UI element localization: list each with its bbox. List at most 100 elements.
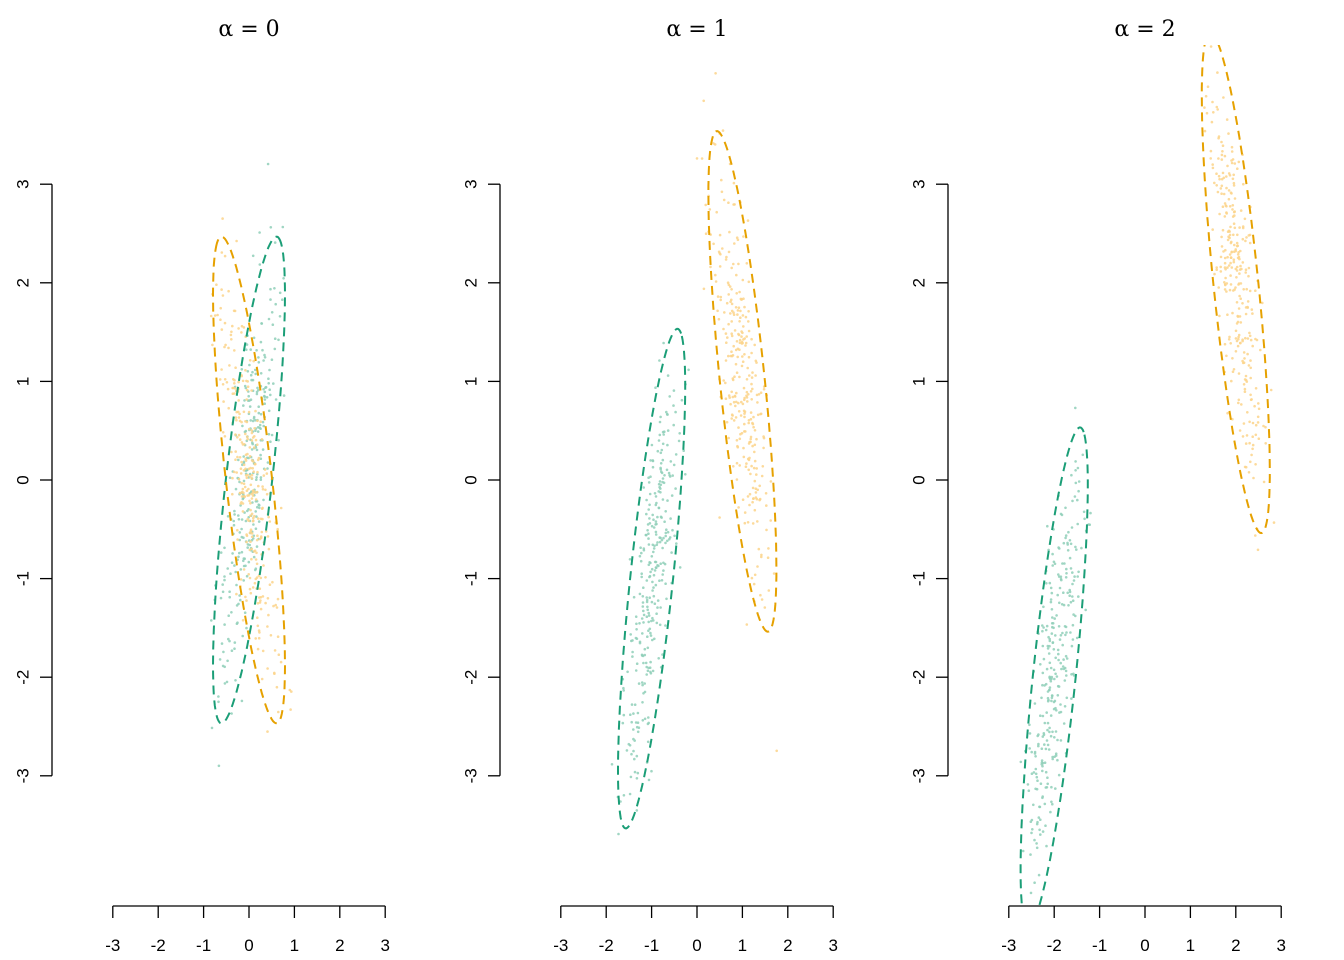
scatter-point — [274, 302, 278, 306]
scatter-point — [655, 612, 658, 615]
scatter-point — [743, 337, 746, 340]
scatter-point — [730, 417, 733, 420]
scatter-point — [635, 809, 639, 812]
scatter-point — [1046, 782, 1049, 786]
scatter-point — [1249, 460, 1252, 464]
scatter-point — [1215, 266, 1218, 269]
scatter-point — [728, 230, 731, 234]
scatter-point — [1211, 163, 1214, 166]
scatter-point — [627, 742, 631, 746]
scatter-point — [664, 541, 667, 545]
scatter-point — [240, 699, 244, 703]
scatter-point — [735, 292, 738, 295]
scatter-point — [640, 575, 643, 579]
scatter-point — [733, 203, 736, 206]
scatter-point — [651, 459, 655, 463]
scatter-point — [1058, 638, 1062, 641]
scatter-point — [1223, 261, 1227, 265]
scatter-point — [1217, 174, 1221, 178]
scatter-point — [1254, 534, 1257, 537]
scatter-point — [1064, 669, 1068, 673]
scatter-point — [1041, 769, 1044, 773]
scatter-point — [258, 423, 262, 427]
scatter-point — [245, 599, 248, 602]
scatter-point — [727, 354, 730, 358]
scatter-point — [258, 601, 262, 604]
scatter-point — [1243, 217, 1247, 221]
scatter-point — [243, 384, 247, 388]
scatter-point — [233, 641, 237, 644]
scatter-point — [274, 398, 278, 401]
scatter-point — [1046, 743, 1050, 747]
scatter-point — [684, 473, 687, 476]
scatter-point — [732, 400, 736, 404]
x-tick-label: 3 — [380, 936, 389, 955]
y-tick-label: -1 — [461, 571, 480, 586]
scatter-point — [648, 627, 652, 631]
scatter-point — [645, 498, 648, 502]
scatter-point — [1076, 522, 1079, 526]
y-tick-label: -2 — [461, 670, 480, 685]
scatter-point — [744, 465, 748, 469]
scatter-point — [635, 628, 638, 631]
scatter-point — [1254, 387, 1258, 390]
scatter-point — [754, 359, 758, 363]
scatter-point — [1057, 573, 1060, 576]
y-tick-label: 2 — [909, 278, 928, 287]
scatter-point — [255, 476, 258, 479]
scatter-point — [1077, 480, 1081, 483]
scatter-point — [668, 537, 671, 541]
scatter-point — [223, 682, 227, 685]
scatter-point — [243, 557, 246, 560]
scatter-point — [744, 341, 748, 345]
scatter-point — [750, 382, 753, 386]
scatter-point — [254, 577, 258, 581]
scatter-point — [269, 287, 272, 291]
scatter-point — [227, 346, 230, 350]
scatter-point — [647, 481, 651, 484]
scatter-point — [240, 550, 244, 554]
scatter-point — [745, 378, 749, 381]
scatter-point — [233, 564, 236, 567]
scatter-point — [247, 519, 250, 522]
scatter-point — [226, 387, 230, 391]
scatter-point — [266, 162, 270, 166]
scatter-point — [1236, 320, 1240, 324]
scatter-point — [1042, 626, 1045, 629]
scatter-point — [678, 432, 681, 435]
scatter-point — [1250, 308, 1254, 311]
x-tick-label: 1 — [1186, 936, 1195, 955]
scatter-point — [246, 437, 249, 441]
scatter-point — [726, 336, 729, 339]
scatter-point — [253, 549, 257, 552]
scatter-point — [238, 538, 241, 542]
scatter-point — [1045, 667, 1049, 671]
scatter-point — [1048, 644, 1051, 648]
scatter-point — [240, 495, 244, 498]
scatter-point — [234, 387, 237, 390]
scatter-point — [1083, 517, 1086, 521]
x-tick-label: -2 — [151, 936, 166, 955]
scatter-point — [725, 341, 728, 345]
y-tick-label: -1 — [13, 571, 32, 586]
scatter-point — [761, 465, 765, 468]
scatter-point — [249, 591, 253, 595]
scatter-point — [237, 477, 241, 481]
scatter-point — [1247, 234, 1251, 237]
scatter-point — [1066, 549, 1070, 552]
scatter-point — [740, 330, 743, 333]
scatter-point — [755, 437, 758, 441]
scatter-point — [753, 479, 757, 483]
scatter-point — [680, 398, 684, 402]
scatter-point — [751, 486, 755, 490]
scatter-point — [261, 649, 265, 653]
scatter-point — [749, 411, 753, 414]
scatter-point — [1230, 251, 1233, 254]
scatter-point — [641, 632, 644, 635]
scatter-point — [1033, 702, 1037, 705]
scatter-point — [642, 586, 645, 589]
scatter-point — [756, 488, 759, 492]
y-tick-label: -1 — [909, 571, 928, 586]
scatter-point — [1069, 631, 1072, 634]
scatter-point — [661, 430, 665, 434]
